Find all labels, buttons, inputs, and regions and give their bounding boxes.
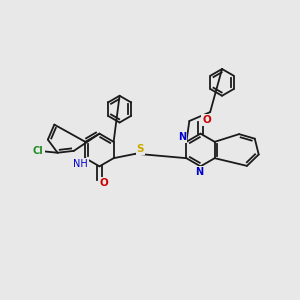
Text: S: S [136,144,144,154]
Text: O: O [100,178,108,188]
Text: NH: NH [74,159,88,169]
Text: N: N [178,132,186,142]
Text: N: N [195,167,203,177]
Text: O: O [202,115,211,125]
Text: Cl: Cl [33,146,44,156]
